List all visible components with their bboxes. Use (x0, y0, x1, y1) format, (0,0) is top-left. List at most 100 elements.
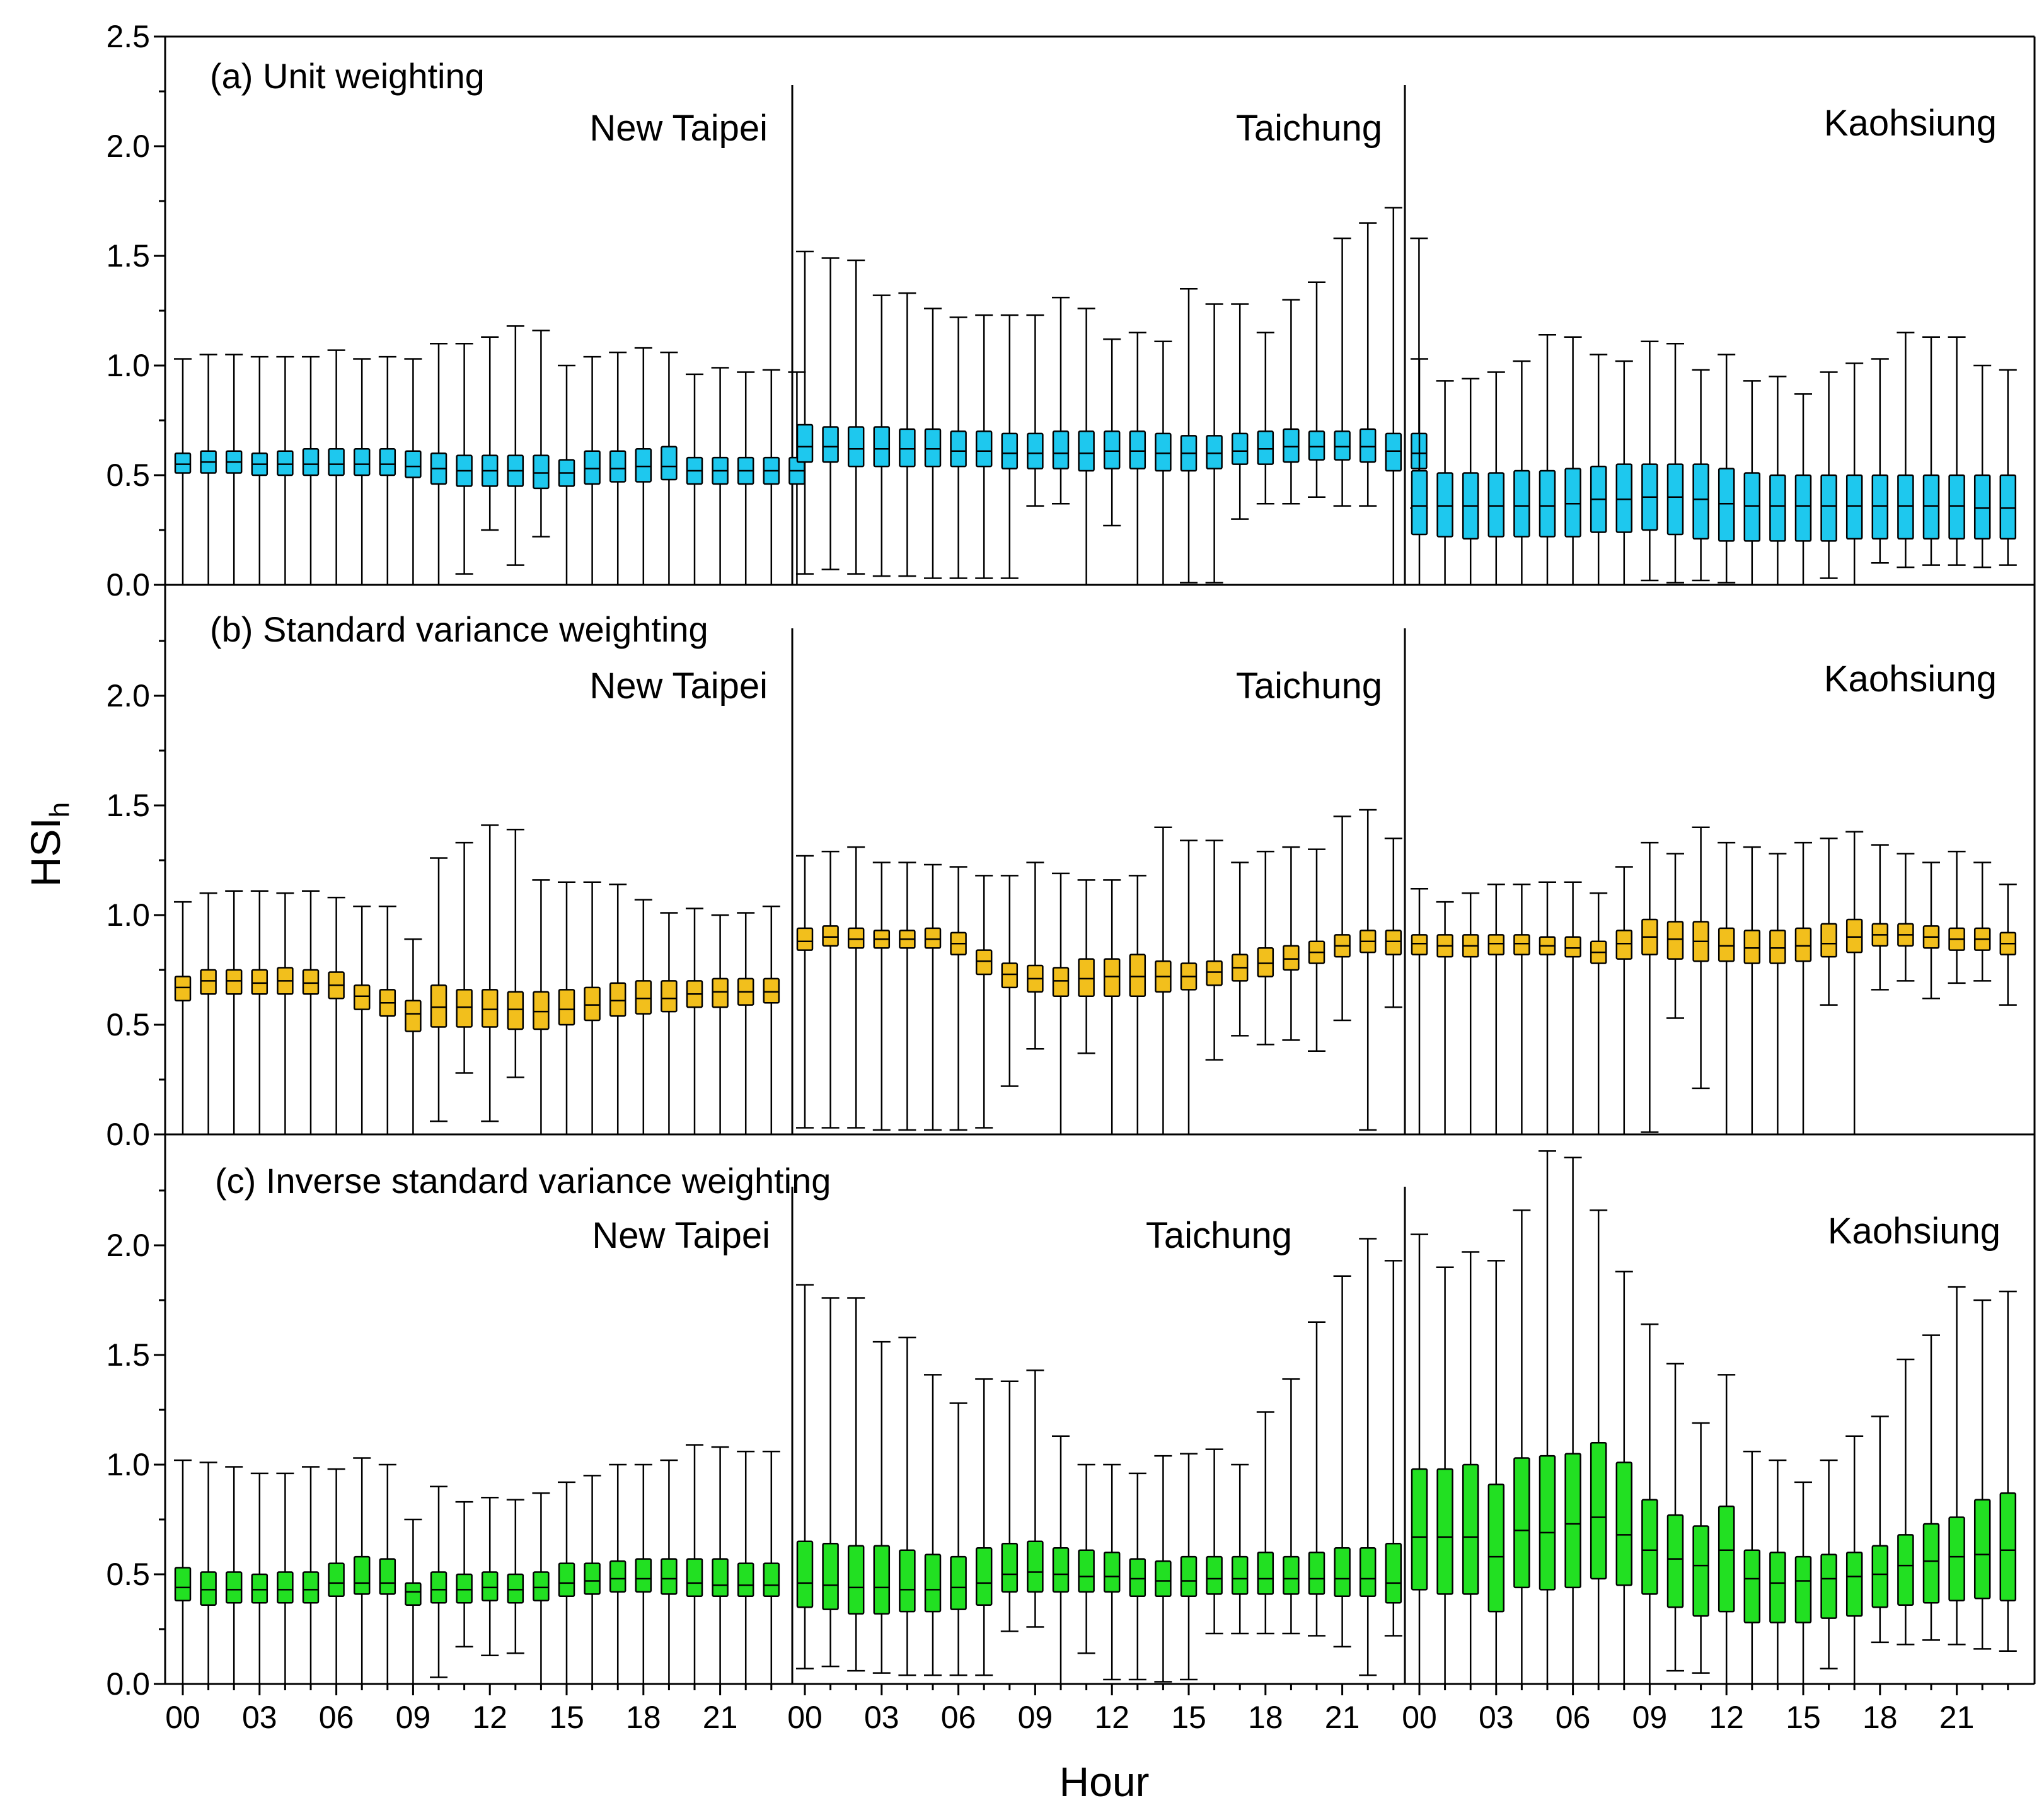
box-6 (327, 1468, 345, 1685)
box-6 (949, 866, 967, 1131)
box-21 (1948, 336, 1966, 566)
box-1 (821, 1297, 840, 1668)
iqr-box (609, 1560, 626, 1593)
box-4 (276, 355, 294, 586)
iqr-box (661, 1558, 678, 1595)
x-tick-label: 21 (1325, 1700, 1360, 1735)
iqr-box (1564, 1453, 1581, 1589)
box-19 (1282, 1378, 1300, 1635)
box-10 (1052, 296, 1070, 505)
iqr-box (1539, 1455, 1556, 1591)
iqr-box (1206, 960, 1223, 986)
box-5 (302, 890, 320, 1136)
iqr-box (507, 991, 524, 1030)
iqr-box (1845, 1551, 1863, 1617)
box-7 (353, 1457, 371, 1685)
iqr-box (847, 426, 865, 468)
box-5 (1539, 1150, 1556, 1685)
iqr-box (251, 1573, 268, 1604)
iqr-box (661, 980, 678, 1013)
iqr-box (379, 1558, 396, 1595)
city-label: Taichung (1236, 108, 1382, 149)
box-0 (1411, 887, 1428, 1136)
iqr-box (1820, 923, 1837, 958)
iqr-box (1513, 1457, 1530, 1589)
iqr-box (1103, 430, 1121, 470)
iqr-box (1718, 927, 1735, 962)
y-axis-title-subscript: h (44, 802, 75, 817)
box-9 (1026, 862, 1044, 1050)
iqr-box (924, 428, 942, 468)
box-10 (1052, 872, 1070, 1136)
box-22 (1973, 364, 1992, 568)
box-22 (737, 912, 755, 1136)
iqr-box (1769, 474, 1786, 542)
box-16 (583, 1475, 601, 1685)
iqr-box (763, 1562, 780, 1598)
box-22 (1359, 1238, 1377, 1676)
box-5 (924, 308, 942, 579)
box-19 (1897, 853, 1915, 982)
y-tick-label: 1.5 (106, 1337, 150, 1373)
box-12 (1718, 841, 1736, 1136)
city-label: New Taipei (589, 666, 768, 706)
x-tick-label: 21 (703, 1700, 738, 1735)
box-21 (711, 1446, 729, 1685)
iqr-box (1871, 474, 1889, 540)
iqr-box (1564, 936, 1581, 958)
box-9 (404, 1518, 422, 1685)
box-18 (1256, 850, 1274, 1046)
box-16 (1820, 371, 1838, 579)
panel-labels: (a) Unit weighting New Taipei Taichung Kaoh… (210, 56, 2001, 1256)
box-19 (660, 351, 678, 586)
box-11 (455, 1501, 473, 1648)
iqr-box (379, 447, 396, 476)
iqr-box (609, 982, 626, 1017)
box-8 (1615, 1271, 1633, 1685)
box-3 (250, 890, 268, 1136)
iqr-box (1718, 1505, 1735, 1613)
iqr-box (1283, 428, 1300, 463)
box-5 (302, 355, 320, 586)
box-22 (1973, 862, 1992, 982)
iqr-box (1615, 463, 1633, 533)
iqr-box (558, 989, 575, 1026)
box-1 (821, 850, 840, 1129)
iqr-box (1436, 472, 1453, 538)
box-9 (1026, 1369, 1044, 1628)
iqr-box (174, 1567, 192, 1602)
box-4 (276, 892, 294, 1136)
iqr-box (1615, 930, 1633, 960)
box-9 (1641, 841, 1659, 1133)
box-23 (1384, 1260, 1402, 1637)
box-8 (1000, 314, 1019, 579)
iqr-box (1513, 934, 1530, 955)
box-14 (1769, 1459, 1787, 1685)
box-23 (762, 1450, 780, 1685)
box-5 (924, 1374, 942, 1676)
iqr-box (1743, 930, 1761, 964)
box-17 (1845, 1435, 1864, 1685)
iqr-box (1283, 1555, 1300, 1595)
iqr-box (456, 989, 473, 1028)
iqr-box (302, 1571, 320, 1604)
box-13 (1128, 331, 1146, 586)
iqr-box (353, 1555, 371, 1595)
box-18 (1871, 844, 1889, 991)
iqr-box (1999, 474, 2017, 540)
box-23 (762, 369, 780, 586)
box-7 (975, 875, 993, 1129)
y-tick-label: 0.5 (106, 1557, 150, 1592)
box-5 (1539, 881, 1556, 1136)
iqr-box (822, 925, 839, 947)
box-0 (1411, 358, 1428, 586)
iqr-box (1615, 1461, 1633, 1586)
x-tick-label: 12 (472, 1700, 507, 1735)
iqr-box (1206, 1555, 1223, 1595)
iqr-box (712, 977, 729, 1008)
y-tick-label: 0.0 (106, 567, 150, 602)
box-13 (1743, 380, 1761, 586)
iqr-box (1334, 1547, 1351, 1598)
city-label: New Taipei (589, 108, 768, 149)
iqr-box (277, 450, 294, 476)
